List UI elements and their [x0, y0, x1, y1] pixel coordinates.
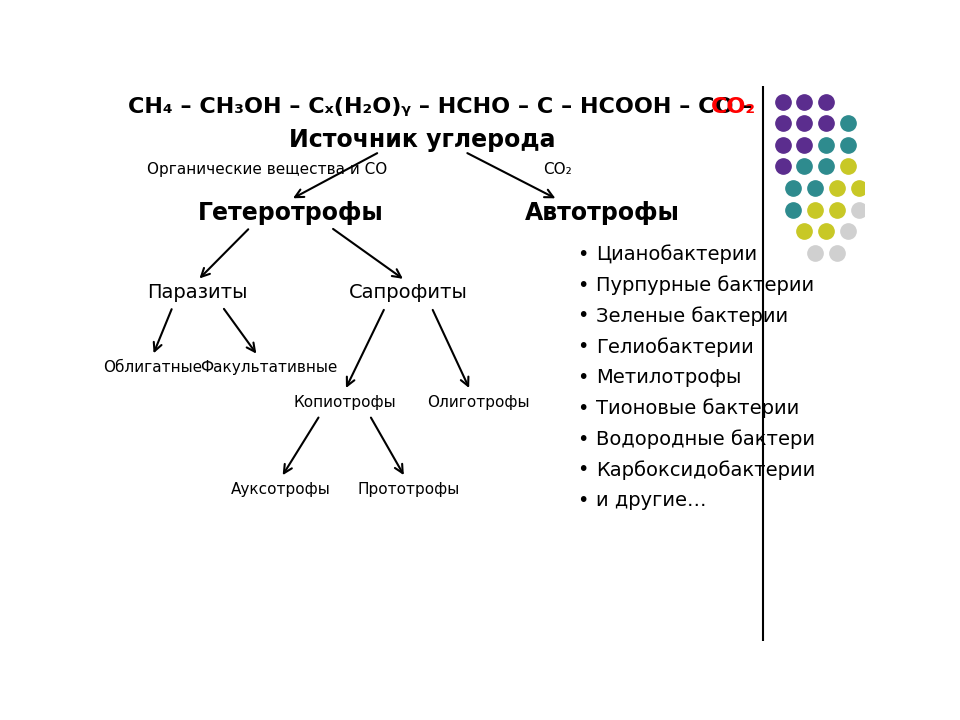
Text: Гетеротрофы: Гетеротрофы	[198, 201, 383, 225]
Text: Копиотрофы: Копиотрофы	[294, 395, 396, 410]
Text: •: •	[577, 430, 588, 449]
Text: Олиготрофы: Олиготрофы	[427, 395, 529, 410]
Text: CO₂: CO₂	[543, 162, 572, 177]
Text: •: •	[577, 245, 588, 264]
Text: Прототрофы: Прототрофы	[357, 482, 460, 497]
Text: •: •	[577, 337, 588, 356]
Text: Автотрофы: Автотрофы	[524, 201, 680, 225]
Text: •: •	[577, 491, 588, 510]
Text: CO₂: CO₂	[710, 97, 756, 117]
Text: Факультативные: Факультативные	[200, 360, 338, 375]
Text: Тионовые бактерии: Тионовые бактерии	[596, 398, 799, 418]
Text: •: •	[577, 306, 588, 325]
Text: •: •	[577, 276, 588, 294]
Text: Облигатные: Облигатные	[103, 360, 203, 375]
Text: •: •	[577, 460, 588, 480]
Text: Органические вещества и CO: Органические вещества и CO	[147, 162, 388, 177]
Text: Водородные бактери: Водородные бактери	[596, 429, 815, 449]
Text: и другие…: и другие…	[596, 491, 707, 510]
Text: Гелиобактерии: Гелиобактерии	[596, 337, 754, 356]
Text: Источник углерода: Источник углерода	[289, 128, 556, 153]
Text: Карбоксидобактерии: Карбоксидобактерии	[596, 460, 815, 480]
Text: Зеленые бактерии: Зеленые бактерии	[596, 306, 788, 325]
Text: Метилотрофы: Метилотрофы	[596, 368, 741, 387]
Text: •: •	[577, 368, 588, 387]
Text: Сапрофиты: Сапрофиты	[348, 283, 468, 302]
Text: Цианобактерии: Цианобактерии	[596, 244, 757, 264]
Text: CH₄ – CH₃OH – Cₓ(H₂O)ᵧ – HCHO – C – HCOOH – CO –: CH₄ – CH₃OH – Cₓ(H₂O)ᵧ – HCHO – C – HCOO…	[128, 97, 760, 117]
Text: Пурпурные бактерии: Пурпурные бактерии	[596, 275, 814, 295]
Text: •: •	[577, 399, 588, 418]
Text: Паразиты: Паразиты	[147, 283, 248, 302]
Text: Ауксотрофы: Ауксотрофы	[231, 482, 331, 497]
